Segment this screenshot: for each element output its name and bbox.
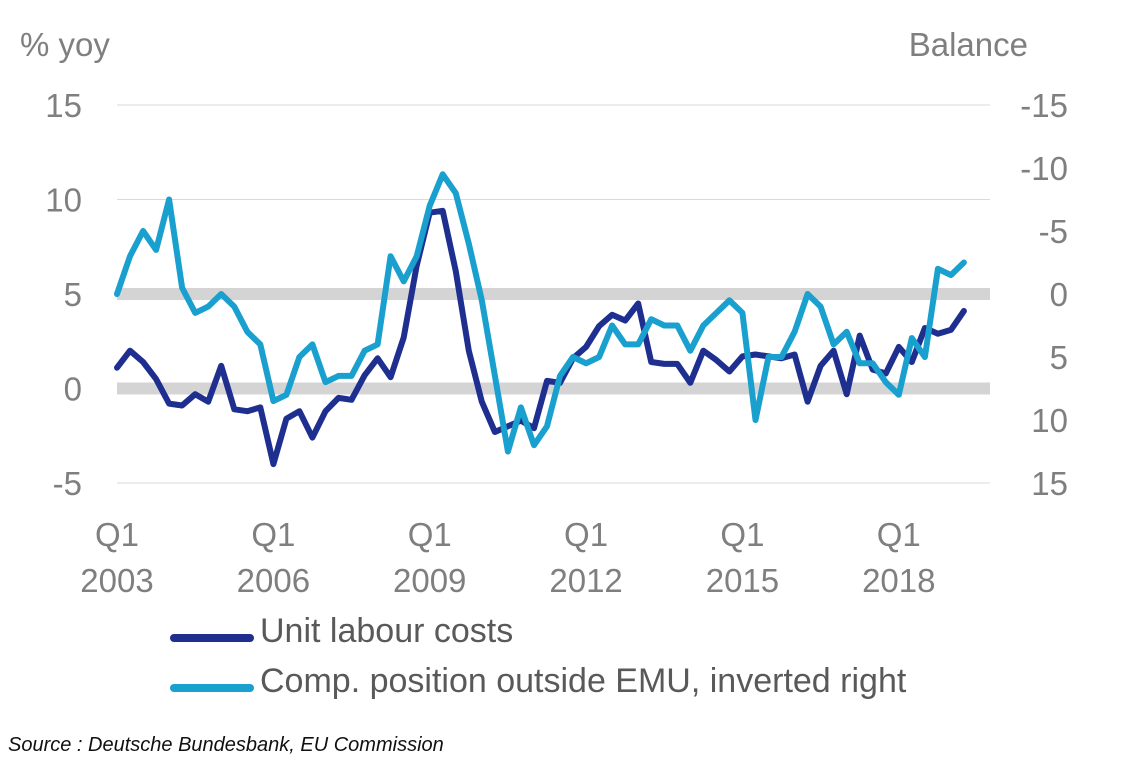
series-line-1 [114, 171, 967, 455]
series-line-0 [114, 207, 967, 468]
legend-label-comp-position: Comp. position outside EMU, inverted rig… [260, 662, 907, 700]
legend-swatch-comp-position [170, 684, 254, 692]
left-tick-label: 10 [45, 182, 82, 219]
x-tick-label-quarter: Q1 [408, 516, 452, 553]
x-tick-label-quarter: Q1 [95, 516, 139, 553]
right-tick-label: 10 [1031, 402, 1068, 439]
left-tick-label: 15 [45, 87, 82, 124]
right-axis-title: Balance [909, 26, 1028, 63]
x-tick-label-quarter: Q1 [720, 516, 764, 553]
reference-band-0 [117, 382, 990, 395]
reference-bands [117, 288, 990, 395]
x-tick-label-quarter: Q1 [251, 516, 295, 553]
right-tick-label: 5 [1050, 339, 1068, 376]
right-tick-label: 0 [1050, 276, 1068, 313]
x-tick-label-year: 2012 [549, 562, 622, 599]
x-tick-label-quarter: Q1 [564, 516, 608, 553]
x-tick-label-year: 2018 [862, 562, 935, 599]
x-tick-label-year: 2003 [80, 562, 153, 599]
left-tick-label: 0 [64, 371, 82, 408]
source-note: Source : Deutsche Bundesbank, EU Commiss… [8, 734, 444, 756]
legend-label-unit-labour-costs: Unit labour costs [260, 612, 514, 650]
left-tick-label: -5 [53, 465, 82, 502]
left-axis-ticks: 15 10 5 0 -5 [45, 87, 82, 502]
right-axis-ticks: -15 -10 -5 0 5 10 15 [1020, 87, 1068, 502]
right-tick-label: -10 [1020, 150, 1068, 187]
right-tick-label: -5 [1039, 213, 1068, 250]
x-axis-ticks: Q1 2003 Q1 2006 Q1 2009 Q1 2012 Q1 2015 Q1 2018 [80, 516, 935, 599]
chart-canvas: % yoy Balance 15 10 5 0 -5 -15 -10 -5 0 5 10 15 Q1… [20, 26, 1068, 599]
legend-swatch-unit-labour-costs [170, 634, 254, 642]
x-tick-label-year: 2015 [706, 562, 779, 599]
reference-band-1 [117, 288, 990, 300]
x-tick-label-year: 2009 [393, 562, 466, 599]
x-tick-label-year: 2006 [237, 562, 310, 599]
right-tick-label: 15 [1031, 465, 1068, 502]
x-tick-label-quarter: Q1 [877, 516, 921, 553]
left-axis-title: % yoy [20, 26, 110, 63]
series-layer [114, 171, 967, 468]
left-tick-label: 5 [64, 276, 82, 313]
right-tick-label: -15 [1020, 87, 1068, 124]
